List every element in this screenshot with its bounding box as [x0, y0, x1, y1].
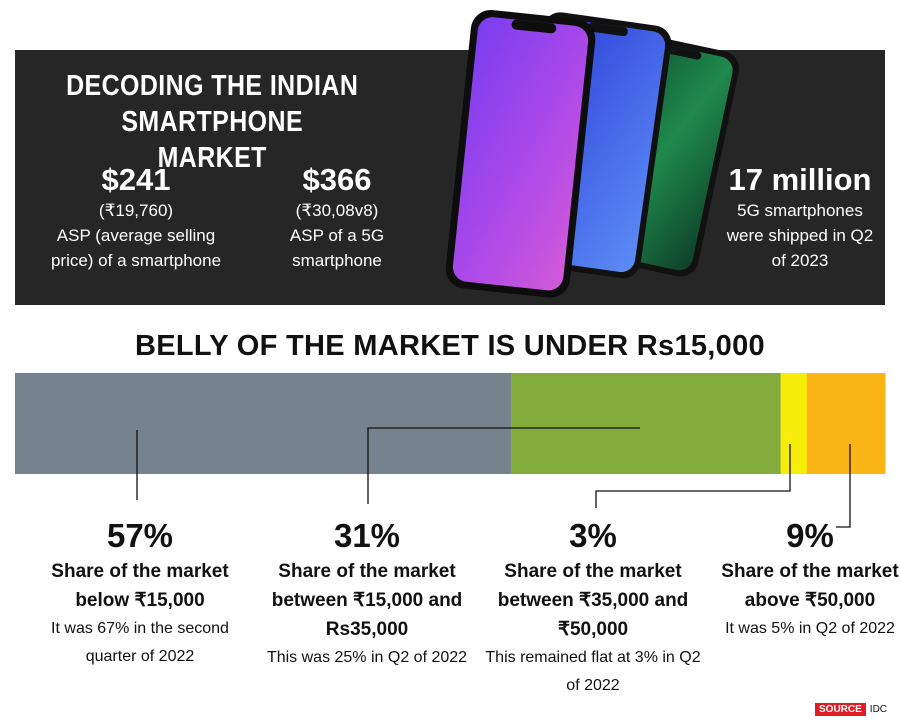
header-title: DECODING THE INDIAN SMARTPHONE MARKET [66, 70, 359, 174]
source-name: IDC [869, 704, 888, 715]
stat-asp-smartphone: $241 (₹19,760) ASP (average selling pric… [36, 162, 236, 273]
category-note: This was 25% in Q2 of 2022 [266, 649, 468, 666]
bar-segment-1 [15, 373, 512, 474]
category-label-3: 3% Share of the market between ₹35,000 a… [483, 515, 703, 700]
stat-desc: ASP of a 5G smartphone [289, 226, 385, 270]
stat-value: $241 [101, 162, 171, 197]
category-label-1: 57% Share of the market below ₹15,000 It… [30, 515, 250, 671]
stat-value: 17 million [728, 162, 872, 197]
phone-purple [445, 9, 596, 298]
category-title: Share of the market between ₹35,000 and … [497, 561, 689, 640]
source-tag: SOURCE [815, 703, 866, 716]
bar-segment-3 [780, 373, 808, 474]
category-percent: 31% [333, 517, 401, 554]
stat-value: $366 [302, 162, 372, 197]
category-title: Share of the market between ₹15,000 and … [271, 561, 463, 640]
category-label-2: 31% Share of the market between ₹15,000 … [257, 515, 477, 672]
category-note: It was 5% in Q2 of 2022 [725, 620, 895, 637]
bar-segment-4 [806, 373, 886, 474]
stat-desc: 5G smartphones were shipped in Q2 of 202… [726, 201, 874, 270]
leader-line-4 [836, 444, 851, 528]
stat-asp-5g: $366 (₹30,08v8) ASP of a 5G smartphone [262, 162, 412, 273]
category-percent: 57% [106, 517, 174, 554]
category-percent: 9% [786, 517, 834, 554]
bar-segment-2 [510, 373, 782, 474]
category-note: It was 67% in the second quarter of 2022 [51, 620, 229, 665]
leader-line-2 [367, 427, 640, 504]
leader-line-3 [595, 444, 791, 508]
source-credit: SOURCE IDC [815, 703, 888, 716]
chart-title: BELLY OF THE MARKET IS UNDER Rs15,000 [135, 330, 765, 362]
category-title: Share of the market below ₹15,000 [51, 561, 229, 611]
stat-rupee: (₹30,08v8) [295, 201, 379, 220]
stat-desc: ASP (average selling price) of a smartph… [50, 226, 222, 270]
category-note: This remained flat at 3% in Q2 of 2022 [485, 649, 701, 694]
category-title: Share of the market above ₹50,000 [721, 561, 899, 611]
smartphones-illustration [445, 9, 740, 298]
category-percent: 3% [569, 517, 617, 554]
stat-rupee: (₹19,760) [98, 201, 174, 220]
stat-5g-shipments: 17 million 5G smartphones were shipped i… [720, 162, 880, 273]
category-label-4: 9% Share of the market above ₹50,000 It … [700, 515, 900, 643]
